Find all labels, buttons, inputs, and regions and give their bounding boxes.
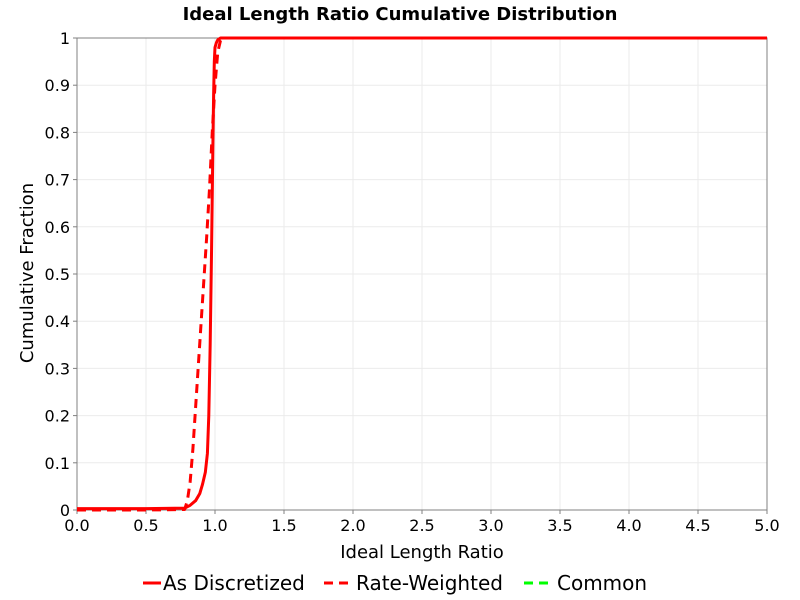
legend-label: Rate-Weighted (356, 571, 503, 595)
y-tick-label: 0.9 (45, 76, 70, 95)
x-tick-label: 3.5 (547, 516, 572, 535)
x-tick-label: 2.0 (340, 516, 365, 535)
y-tick-label: 0.3 (45, 359, 70, 378)
chart-title: Ideal Length Ratio Cumulative Distributi… (183, 4, 618, 25)
x-tick-label: 5.0 (754, 516, 779, 535)
legend: As Discretized Rate-Weighted Common (143, 571, 647, 595)
x-tick-label: 1.5 (271, 516, 296, 535)
y-tick-label: 0.6 (45, 218, 70, 237)
y-tick-label: 0.4 (45, 312, 70, 331)
series-group (77, 36, 767, 512)
axis-ticks: 0.0 0.5 1.0 1.5 2.0 2.5 3.0 3.5 4.0 4.5 5.0 0 0.1 0.2… (45, 29, 780, 535)
y-tick-label: 0.1 (45, 454, 70, 473)
y-tick-label: 1 (60, 29, 70, 48)
y-tick-label: 0.5 (45, 265, 70, 284)
y-tick-label: 0.7 (45, 171, 70, 190)
y-tick-label: 0.2 (45, 407, 70, 426)
x-tick-label: 0.5 (133, 516, 158, 535)
legend-label: As Discretized (163, 571, 305, 595)
x-tick-label: 4.0 (616, 516, 641, 535)
x-axis-label: Ideal Length Ratio (340, 542, 504, 563)
grid (77, 38, 767, 510)
y-tick-label: 0 (60, 501, 70, 520)
x-tick-label: 2.5 (409, 516, 434, 535)
series-line-as-discretized (77, 36, 767, 511)
x-tick-label: 1.0 (202, 516, 227, 535)
x-tick-label: 3.0 (478, 516, 503, 535)
x-tick-label: 4.5 (685, 516, 710, 535)
y-axis-label: Cumulative Fraction (17, 183, 38, 363)
x-tick-label: 0.0 (64, 516, 89, 535)
y-tick-label: 0.8 (45, 123, 70, 142)
legend-label: Common (557, 571, 647, 595)
